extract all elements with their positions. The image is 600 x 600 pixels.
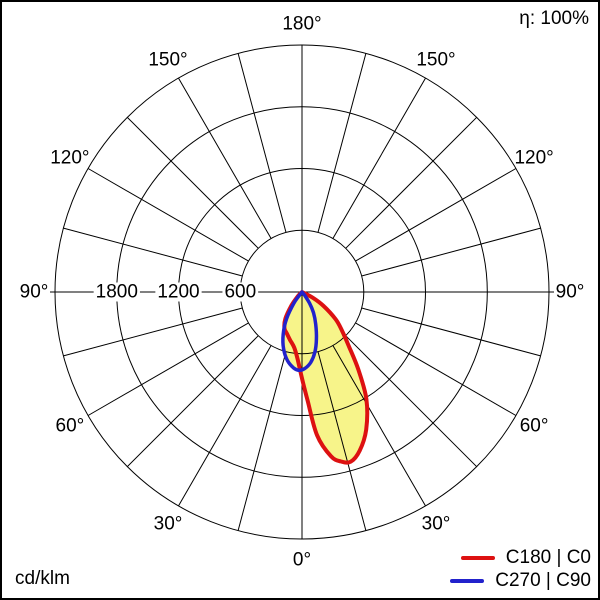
curve-c270-c90 [281, 290, 319, 373]
legend-swatch-line [460, 556, 495, 560]
legend: C180 | C0 C270 | C90 [450, 547, 591, 592]
label-mask [155, 282, 202, 302]
angle-label: 60° [520, 416, 549, 437]
grid-spoke [63, 227, 243, 277]
radial-tick-labels: 600 1200 1800 [93, 282, 259, 303]
angle-label: 90° [556, 282, 585, 303]
unit-label: cd/klm [15, 568, 70, 589]
efficiency-label: η: 100% [519, 8, 589, 29]
legend-item-c270-c90: C270 | C90 [450, 570, 591, 592]
grid-spoke [126, 335, 259, 468]
angle-label: 150° [148, 49, 187, 70]
angle-label: 60° [56, 416, 85, 437]
angle-labels: 0° 30° 30° 60° 60° 90° 90° 120° 120° 150° 150° 180° [20, 14, 585, 571]
grid-spoke [63, 307, 243, 357]
legend-label: C270 | C90 [495, 570, 591, 591]
grid-spoke [355, 322, 517, 416]
angle-label: 180° [282, 14, 321, 35]
angle-label: 120° [514, 148, 553, 169]
legend-label: C180 | C0 [505, 547, 591, 568]
polar-grid [50, 44, 554, 540]
legend-swatch-line [450, 579, 485, 583]
grid-spoke [178, 345, 272, 507]
radial-tick-label: 1800 [96, 282, 138, 303]
grid-spoke [361, 307, 541, 357]
angle-label: 120° [50, 148, 89, 169]
angle-label: 90° [20, 282, 49, 303]
grid-spoke [332, 345, 426, 507]
grid-spoke [355, 168, 517, 262]
grid-spoke [345, 116, 478, 249]
angle-label: 0° [293, 550, 311, 571]
grid-spoke [361, 227, 541, 277]
grid-spoke [87, 168, 249, 262]
label-mask [93, 282, 140, 302]
grid-spoke [87, 322, 249, 416]
legend-item-c180-c0: C180 | C0 [460, 547, 591, 569]
label-mask [222, 282, 259, 302]
angle-label: 30° [154, 514, 183, 535]
angle-label: 30° [422, 514, 451, 535]
grid-spoke [332, 77, 426, 239]
grid-spoke [178, 77, 272, 239]
grid-spoke [237, 53, 287, 233]
grid-spoke [126, 116, 259, 249]
radial-tick-label: 600 [224, 282, 256, 303]
angle-label: 150° [416, 49, 455, 70]
grid-spoke [317, 351, 367, 531]
grid-spoke [237, 351, 287, 531]
curves [281, 290, 370, 465]
grid-spoke [317, 53, 367, 233]
radial-tick-label: 1200 [157, 282, 199, 303]
grid-spoke [345, 335, 478, 468]
